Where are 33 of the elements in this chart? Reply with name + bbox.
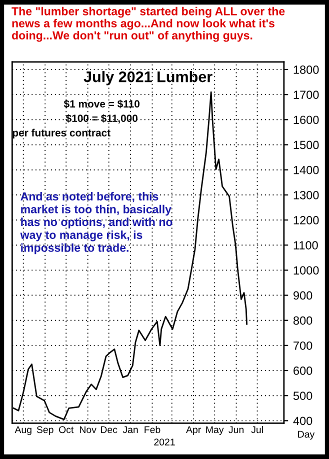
y-tick-label: 1700 — [294, 90, 319, 99]
annotation: $1 move = $110 — [64, 100, 140, 108]
y-tick-label: 500 — [293, 392, 312, 400]
x-tick-label: Dec — [100, 426, 118, 434]
x-tick-label: May — [206, 426, 224, 436]
x-tick-label: Oct — [59, 426, 74, 434]
y-tick-label: 1500 — [294, 140, 319, 150]
y-tick-label: 1000 — [294, 266, 319, 275]
text: 2021 — [154, 438, 175, 446]
x-tick-label: Jun — [228, 426, 244, 434]
text: Day — [298, 430, 315, 440]
y-tick-label: 900 — [294, 291, 312, 300]
y-tick-label: 800 — [293, 316, 312, 325]
y-tick-label: 600 — [294, 366, 312, 375]
y-tick-label: 1100 — [294, 241, 318, 250]
text: July 2021 Lumber — [84, 70, 212, 86]
x-tick-label: Nov — [80, 426, 96, 434]
x-tick-label: Jul — [251, 426, 263, 434]
y-tick-label: 1300 — [294, 190, 319, 200]
x-tick-label: Apr — [186, 426, 201, 436]
y-tick-label: 700 — [294, 341, 312, 350]
y-tick-label: 1400 — [294, 166, 319, 174]
chart-subtitle: The "lumber shortage" started being ALL over the news a few months ago...And now look what it's doing...We don't "run out" of anything guys. — [12, 6, 285, 42]
x-tick-label: Feb — [144, 426, 160, 434]
y-tick-label: 1600 — [294, 116, 319, 124]
annotation: And as noted before, this market is too thin, basically has no options, and with no way to manage risk, is impossible to trade. — [20, 192, 172, 254]
y-tick-label: 1200 — [294, 216, 319, 224]
x-tick-label: Sep — [36, 426, 54, 436]
y-tick-label: 400 — [293, 416, 312, 426]
x-tick-label: Jan — [122, 426, 138, 434]
annotation: $100 = $11,000 — [66, 114, 138, 124]
x-tick-label: Aug — [14, 426, 32, 436]
y-tick-label: 1800 — [294, 66, 319, 74]
